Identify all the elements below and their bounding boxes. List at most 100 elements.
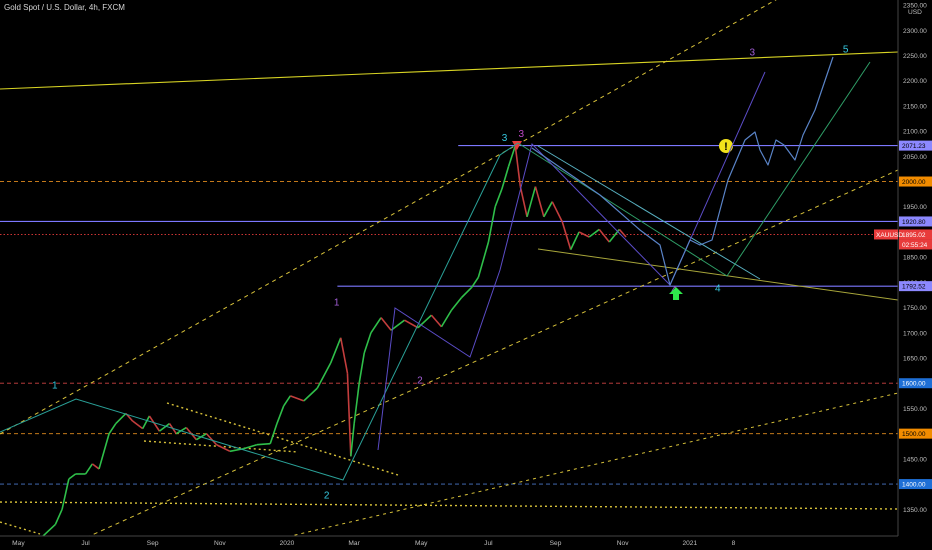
y-tick-label: 1950.00: [903, 204, 927, 211]
purple-wave-path: [377, 71, 766, 451]
price-tag-bg: [899, 140, 932, 151]
sell-arrow-icon: [512, 141, 522, 150]
price-segment: [54, 508, 63, 525]
x-tick-label: 2021: [682, 540, 697, 547]
y-tick-label: 1350.00: [903, 507, 927, 514]
wave-label-3: 1: [334, 298, 340, 309]
currency-label: USD: [908, 9, 922, 16]
price-segment: [256, 442, 271, 446]
wedge-lower-line: [537, 248, 898, 301]
price-segment: [141, 415, 151, 429]
x-tick-label: Sep: [550, 540, 562, 547]
price-segment: [470, 276, 480, 288]
y-tick-label: 2050.00: [903, 154, 927, 161]
warning-icon: [719, 139, 733, 153]
price-tag-label: 2000.00: [902, 179, 926, 186]
price-segment: [440, 309, 453, 328]
price-tag-label: 1895.02: [902, 232, 926, 239]
wave-label-7: 2: [324, 491, 330, 502]
price-segment: [363, 332, 372, 354]
wave-label-9: 5: [843, 44, 849, 55]
y-tick-label: 1450.00: [903, 456, 927, 463]
price-segment: [346, 373, 352, 457]
price-segment: [519, 186, 528, 217]
price-segment: [588, 228, 600, 238]
price-segment: [380, 317, 392, 331]
price-segment: [477, 241, 490, 278]
price-segment: [276, 405, 285, 424]
x-tick-label: May: [415, 540, 428, 547]
wave-label-2: 3: [519, 129, 525, 140]
price-tag-label: 1920.80: [902, 219, 926, 226]
y-tick-label: 2350.00: [903, 3, 927, 10]
price-tag-label: 1792.52: [902, 284, 926, 291]
x-tick-label: Jul: [484, 540, 493, 547]
price-segment: [514, 145, 522, 187]
price-segment: [108, 423, 117, 435]
projected-path: [531, 56, 834, 286]
y-tick-label: 1850.00: [903, 255, 927, 262]
x-tick-label: May: [12, 540, 25, 547]
base-dotted-line: [0, 501, 898, 510]
price-axis-bg: [898, 0, 932, 550]
x-tick-label: 2020: [280, 540, 295, 547]
price-segment: [461, 286, 473, 299]
price-segment: [61, 478, 70, 510]
wave-label-4: 2: [417, 376, 423, 387]
price-segment: [370, 317, 382, 334]
teal-wave-path: [0, 142, 519, 481]
price-tag-label: 1600.00: [902, 381, 926, 388]
price-segment: [339, 337, 349, 374]
x-tick-label: Sep: [147, 540, 159, 547]
timer-bg: [899, 239, 932, 250]
wedge-bottom-line: [143, 440, 299, 453]
price-segment: [417, 314, 432, 329]
warning-icon-glyph: !: [724, 141, 728, 153]
price-segment: [618, 228, 627, 238]
x-tick-label: Jul: [81, 540, 90, 547]
price-tag-label: 1500.00: [902, 431, 926, 438]
price-segment: [41, 523, 56, 536]
price-segment: [316, 362, 332, 389]
time-axis-bg: [0, 536, 898, 550]
price-segment: [303, 387, 318, 402]
y-tick-label: 1550.00: [903, 406, 927, 413]
wave-label-8: 3: [750, 47, 756, 58]
y-tick-label: 2100.00: [903, 129, 927, 136]
y-tick-label: 1750.00: [903, 305, 927, 312]
y-tick-label: 2300.00: [903, 28, 927, 35]
price-segment: [487, 206, 496, 243]
price-segment: [158, 422, 171, 432]
long-support-line: [288, 392, 898, 536]
price-segment: [98, 433, 110, 470]
price-segment: [561, 221, 572, 250]
price-segment: [91, 463, 100, 470]
price-axis: 2350.00 2300.00 2250.00 2200.00 2150.00 2100.…: [897, 0, 932, 550]
wave-label-1: 3: [502, 133, 508, 144]
price-segment: [494, 188, 503, 208]
price-tag-bg: [899, 281, 932, 292]
price-tag-bg: [899, 229, 932, 240]
bar-timer: 02:55:24: [902, 242, 928, 249]
x-tick-label: Nov: [617, 540, 629, 547]
price-segment: [534, 186, 545, 218]
price-segment: [358, 352, 366, 384]
price-segment: [507, 145, 517, 167]
price-tag-label: 2071.23: [902, 143, 926, 150]
price-segment: [148, 415, 161, 432]
price-tag-label: 1400.00: [902, 482, 926, 489]
price-segment: [283, 395, 292, 407]
y-tick-label: 2200.00: [903, 78, 927, 85]
price-tag-bg: [899, 176, 932, 187]
price-segment: [350, 423, 355, 457]
x-tick-label: 8: [732, 540, 736, 547]
price-segment: [68, 473, 77, 480]
price-segment: [329, 337, 342, 364]
y-tick-label: 2250.00: [903, 53, 927, 60]
price-segment: [526, 186, 537, 218]
price-tag-bg: [899, 378, 932, 389]
price-tag-bg: [899, 479, 932, 490]
upper-channel-line: [0, 0, 777, 435]
price-segment: [390, 319, 406, 331]
